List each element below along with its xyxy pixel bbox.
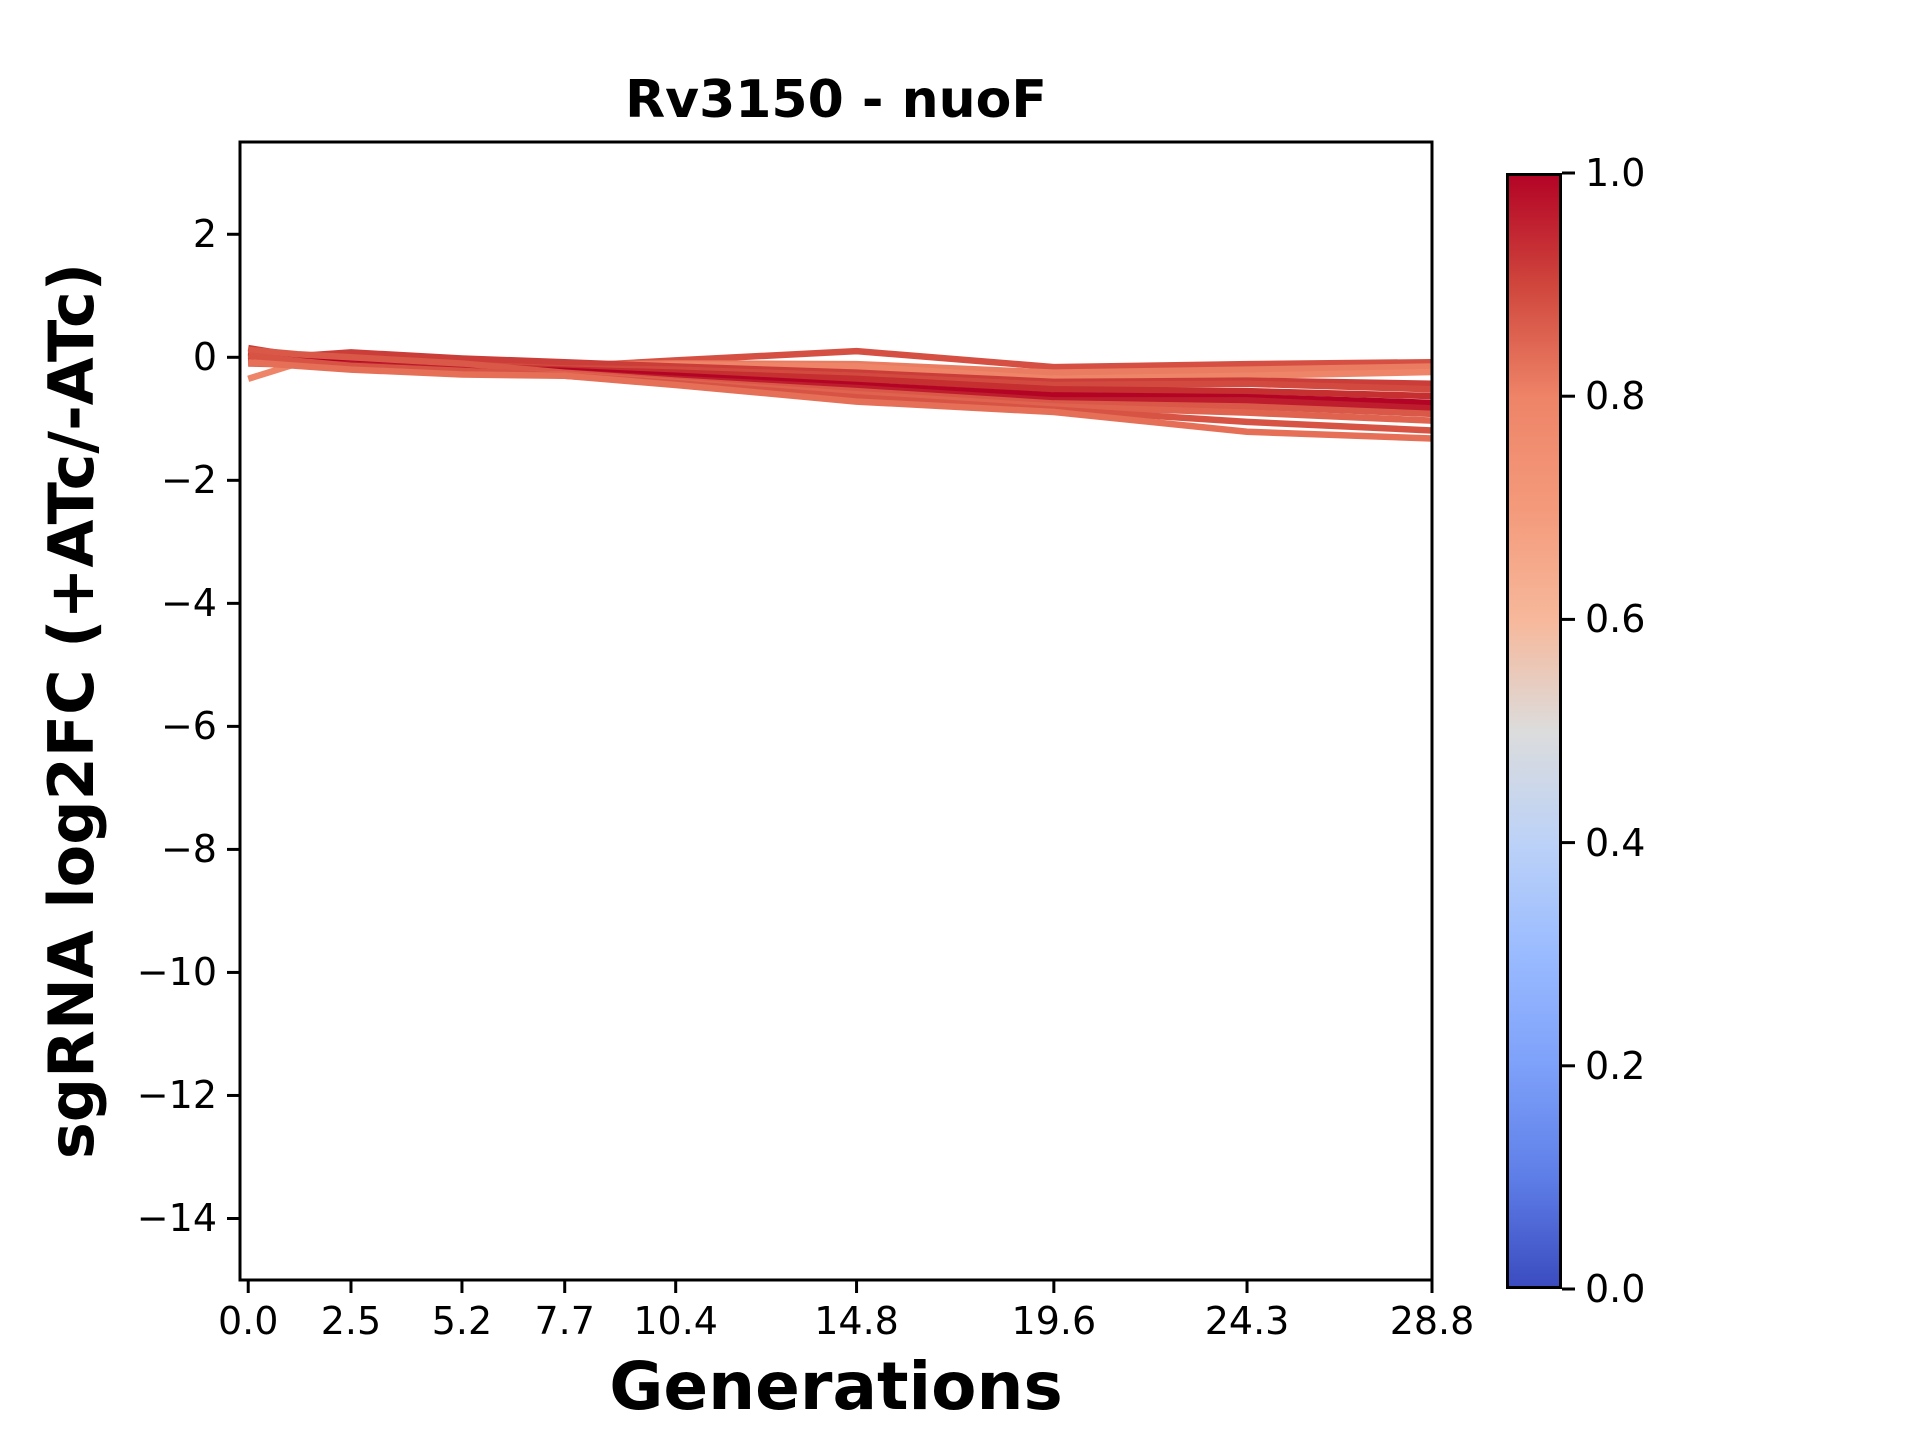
colorbar-tick-label: 0.0 xyxy=(1585,1267,1646,1311)
y-tick-label: 0 xyxy=(192,335,217,380)
x-tick-label: 2.5 xyxy=(320,1299,382,1343)
x-tick-label: 28.8 xyxy=(1389,1299,1475,1343)
colorbar-gradient xyxy=(1506,173,1562,1289)
y-tick-label: 2 xyxy=(192,212,217,257)
x-tick-label: 5.2 xyxy=(431,1299,493,1343)
y-tick-label: −12 xyxy=(136,1073,217,1118)
y-tick-label: −8 xyxy=(160,827,217,872)
x-tick-label: 24.3 xyxy=(1204,1299,1290,1343)
x-tick-label: 19.6 xyxy=(1011,1299,1097,1343)
y-tick-label: −14 xyxy=(136,1196,217,1241)
y-tick-label: −6 xyxy=(160,704,217,749)
x-tick-label: 7.7 xyxy=(534,1299,595,1343)
colorbar-tick-label: 0.6 xyxy=(1585,597,1646,642)
colorbar-tick-label: 0.2 xyxy=(1585,1043,1646,1088)
colorbar-tick-label: 0.8 xyxy=(1585,374,1646,419)
x-axis-label: Generations xyxy=(609,1348,1063,1425)
x-tick-label: 0.0 xyxy=(218,1299,279,1343)
y-tick-label: −10 xyxy=(136,950,217,995)
axes-frame xyxy=(238,140,1434,1282)
y-tick-label: −4 xyxy=(160,581,217,626)
colorbar-tick-label: 0.4 xyxy=(1585,820,1646,865)
sgrna-line-12 xyxy=(247,358,1433,442)
x-tick-label: 14.8 xyxy=(814,1299,899,1343)
colorbar-tick-label: 1.0 xyxy=(1585,151,1646,195)
x-tick-label: 10.4 xyxy=(633,1299,718,1343)
chart-title: Rv3150 - nuoF xyxy=(625,70,1047,130)
y-tick-label: −2 xyxy=(160,458,217,503)
